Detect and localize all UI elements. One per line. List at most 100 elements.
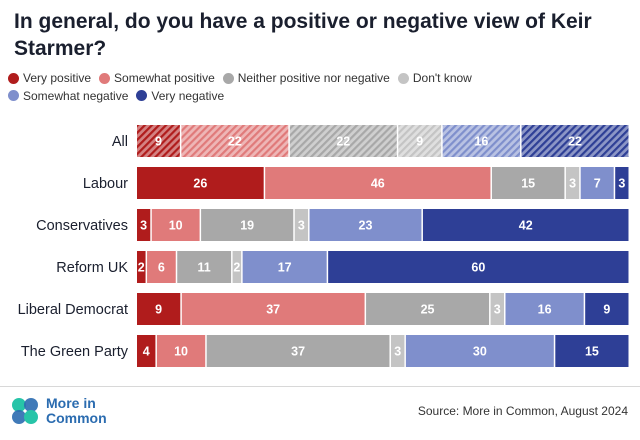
data-label: 7 bbox=[594, 177, 601, 191]
category-label: Reform UK bbox=[56, 260, 128, 276]
data-label: 23 bbox=[359, 219, 373, 233]
legend-item-3: Don't know bbox=[397, 70, 472, 86]
legend-label: Neither positive nor negative bbox=[237, 71, 390, 85]
chart-title: In general, do you have a positive or ne… bbox=[14, 10, 592, 60]
data-label: 3 bbox=[494, 303, 501, 317]
legend-swatch bbox=[99, 72, 111, 84]
data-label: 42 bbox=[519, 219, 533, 233]
bar-segment bbox=[181, 293, 365, 325]
bar-segment bbox=[490, 293, 505, 325]
source-note: Source: More in Common, August 2024 bbox=[417, 404, 628, 418]
data-label: 3 bbox=[618, 177, 625, 191]
data-label: 19 bbox=[240, 219, 254, 233]
data-label: 3 bbox=[394, 345, 401, 359]
bar-segment bbox=[242, 251, 327, 283]
category-label: The Green Party bbox=[21, 344, 129, 360]
bar-segment bbox=[580, 167, 614, 199]
bar-segment bbox=[201, 209, 294, 241]
legend-swatch bbox=[397, 72, 409, 84]
data-label: 2 bbox=[138, 261, 145, 275]
data-label: 3 bbox=[298, 219, 305, 233]
legend-item-2: Neither positive nor negative bbox=[222, 70, 390, 86]
category-label: Conservatives bbox=[36, 218, 128, 234]
bar-segment bbox=[137, 209, 151, 241]
legend-item-1: Somewhat positive bbox=[99, 70, 215, 86]
data-label: 22 bbox=[228, 135, 242, 149]
bar-segment bbox=[137, 251, 146, 283]
bar-segment bbox=[491, 167, 565, 199]
data-label: 15 bbox=[521, 177, 535, 191]
legend-swatch bbox=[8, 90, 19, 101]
legend-label: Somewhat negative bbox=[23, 88, 129, 103]
bar-segment bbox=[366, 293, 490, 325]
bar-segment bbox=[390, 335, 405, 367]
data-label: 9 bbox=[155, 135, 162, 149]
bar-segment bbox=[565, 167, 580, 199]
data-label: 11 bbox=[198, 261, 211, 275]
legend-label: Very positive bbox=[23, 71, 92, 85]
data-label: 37 bbox=[291, 345, 305, 359]
data-label: 22 bbox=[336, 135, 350, 149]
data-label: 15 bbox=[585, 345, 599, 359]
bar-segment bbox=[156, 335, 206, 367]
bar-segment bbox=[442, 125, 521, 157]
bar-segment bbox=[206, 335, 390, 367]
category-label: Liberal Democrat bbox=[18, 302, 128, 318]
legend-swatch bbox=[136, 90, 148, 101]
legend-item-5: Very negative bbox=[136, 88, 224, 104]
data-label: 16 bbox=[538, 303, 552, 317]
data-label: 16 bbox=[474, 135, 488, 149]
logo-text-line2: Common bbox=[46, 410, 107, 426]
bar-segment bbox=[181, 125, 289, 157]
legend-item-0: Very positive bbox=[8, 70, 91, 86]
data-label: 2 bbox=[233, 261, 240, 275]
bar-segment bbox=[177, 251, 232, 283]
bar-segment bbox=[294, 209, 309, 241]
data-label: 9 bbox=[416, 135, 423, 149]
data-label: 3 bbox=[569, 177, 576, 191]
bar-segment bbox=[398, 125, 442, 157]
category-label: Labour bbox=[83, 176, 128, 192]
footer-divider bbox=[0, 386, 640, 387]
bar-segment bbox=[505, 293, 584, 325]
bar-segment bbox=[405, 335, 554, 367]
bar-segment bbox=[289, 125, 397, 157]
data-label: 10 bbox=[174, 345, 188, 359]
data-label: 60 bbox=[471, 261, 485, 275]
legend-swatch bbox=[8, 72, 19, 84]
bar-segment bbox=[422, 209, 629, 241]
bar-segment bbox=[137, 293, 181, 325]
bar-segment bbox=[328, 251, 629, 283]
data-label: 46 bbox=[371, 177, 385, 191]
bar-segment bbox=[137, 167, 264, 199]
bar-segment bbox=[585, 293, 629, 325]
more-in-common-logo: More in Common bbox=[10, 396, 116, 426]
data-label: 30 bbox=[473, 345, 487, 359]
bar-segment bbox=[555, 335, 629, 367]
data-label: 26 bbox=[193, 177, 207, 191]
data-label: 9 bbox=[603, 303, 610, 317]
data-label: 3 bbox=[140, 219, 147, 233]
bar-segment bbox=[232, 251, 242, 283]
logo-mark-icon bbox=[12, 398, 38, 424]
data-label: 4 bbox=[143, 345, 150, 359]
legend-label: Don't know bbox=[412, 71, 472, 85]
bar-segment bbox=[309, 209, 422, 241]
bar-segment bbox=[151, 209, 200, 241]
bar-segment bbox=[265, 167, 491, 199]
legend: Very positive Somewhat positive Neither po… bbox=[8, 70, 608, 105]
legend-label: Very negative bbox=[151, 88, 225, 103]
bar-segment bbox=[147, 251, 176, 283]
legend-swatch bbox=[222, 72, 234, 84]
category-label: All bbox=[112, 134, 128, 150]
data-label: 22 bbox=[568, 135, 582, 149]
legend-item-4: Somewhat negative bbox=[8, 88, 128, 104]
data-label: 25 bbox=[421, 303, 435, 317]
logo-text-line1: More in bbox=[46, 395, 96, 411]
data-label: 37 bbox=[266, 303, 280, 317]
bar-segment bbox=[615, 167, 629, 199]
bar-segment bbox=[521, 125, 629, 157]
bar-segment bbox=[137, 335, 156, 367]
data-label: 10 bbox=[169, 219, 183, 233]
